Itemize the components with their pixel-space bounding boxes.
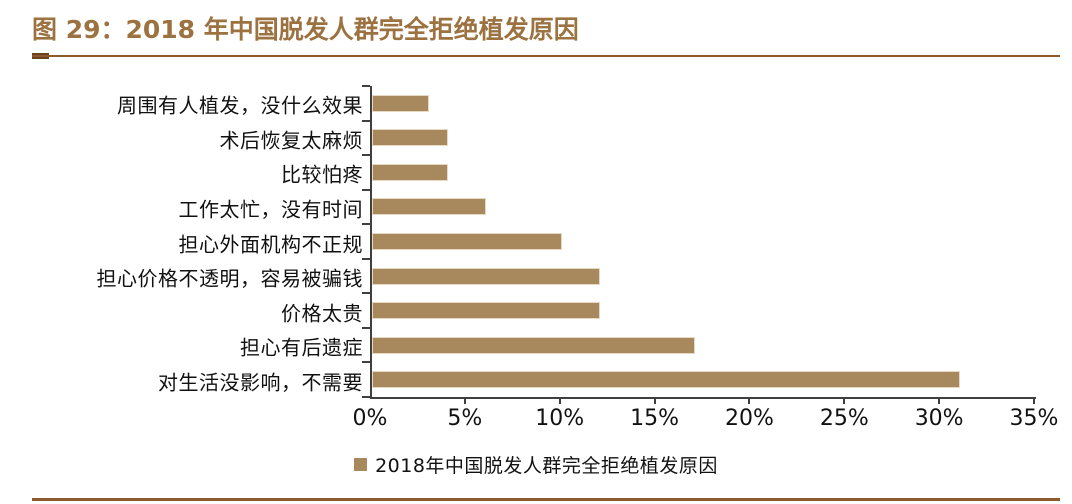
category-label-9: 对生活没影响，不需要 [158, 370, 363, 395]
category-label-5: 担心外面机构不正规 [178, 232, 363, 256]
category-label-4: 工作太忙，没有时间 [178, 197, 363, 222]
legend-swatch-icon [354, 458, 368, 471]
bar-5 [372, 233, 562, 250]
category-label-1: 周围有人植发，没什么效果 [117, 93, 363, 118]
x-tick-label-10pct: 10% [535, 406, 585, 431]
figure-title: 图 29：2018 年中国脱发人群完全拒绝植发原因 [32, 15, 579, 44]
y-axis-tick [362, 154, 370, 157]
category-label-8: 担心有后遗症 [240, 335, 363, 360]
bar-4 [372, 198, 486, 216]
bar-2 [372, 129, 448, 147]
y-axis-tick [362, 257, 370, 260]
category-label-7: 价格太贵 [281, 301, 363, 326]
x-axis-tick [1033, 398, 1035, 404]
x-tick-label-20pct: 20% [724, 406, 774, 431]
x-tick-label-30pct: 30% [914, 406, 964, 431]
y-axis-tick [362, 85, 370, 87]
plot-area [370, 86, 1036, 399]
y-axis-tick [362, 223, 370, 226]
x-axis-tick [463, 398, 466, 404]
bar-1 [372, 94, 429, 112]
x-tick-label-5pct: 5% [447, 406, 483, 431]
legend: 2018年中国脱发人群完全拒绝植发原因 [0, 451, 1072, 478]
x-tick-label-15pct: 15% [630, 406, 680, 431]
title-underline [32, 55, 1060, 57]
bar-6 [372, 267, 600, 285]
y-axis-tick [362, 292, 370, 295]
category-label-3: 比较怕疼 [281, 162, 363, 187]
x-axis-tick [843, 398, 846, 404]
x-axis-tick [653, 398, 656, 404]
bar-7 [372, 302, 600, 320]
legend-label: 2018年中国脱发人群完全拒绝植发原因 [375, 455, 718, 477]
y-axis-tick [362, 119, 370, 122]
x-tick-label-0pct: 0% [352, 406, 388, 431]
y-axis-tick [362, 326, 370, 329]
x-axis-tick [748, 398, 751, 404]
y-axis-tick [362, 361, 370, 364]
x-tick-label-35pct: 35% [1009, 406, 1059, 431]
category-label-6: 担心价格不透明，容易被骗钱 [96, 266, 363, 291]
category-label-2: 术后恢复太麻烦 [219, 128, 363, 153]
bar-8 [372, 336, 695, 354]
x-tick-label-25pct: 25% [819, 406, 869, 431]
x-axis-tick [938, 398, 941, 404]
bottom-rule [32, 498, 1060, 501]
bar-9 [372, 371, 961, 389]
x-axis-tick [558, 398, 561, 404]
y-axis-tick [362, 188, 370, 191]
y-axis-tick [362, 396, 370, 398]
bar-3 [372, 163, 448, 181]
